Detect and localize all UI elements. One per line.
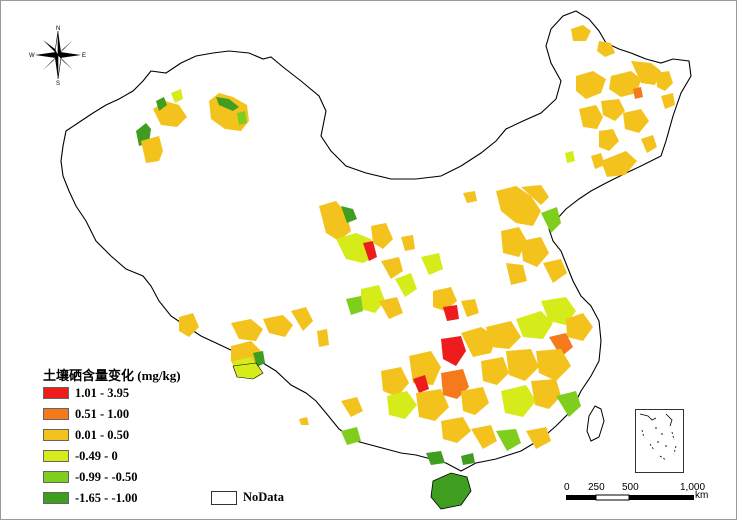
legend-nodata: NoData (211, 490, 284, 505)
scale-bar: 0 250 500 1,000 km (561, 482, 721, 512)
legend-item: 0.51 - 1.00 (43, 407, 129, 421)
scale-bar-graphic (566, 494, 694, 501)
legend-label: 0.01 - 0.50 (75, 427, 130, 442)
legend-label: 1.01 - 3.95 (75, 385, 130, 400)
region-south-central (299, 297, 593, 465)
region-xinjiang (136, 89, 249, 163)
inset-map-canvas (639, 413, 677, 461)
legend-swatch (43, 408, 69, 420)
north-arrow-compass: N S W E (29, 25, 87, 87)
region-northwest (319, 201, 479, 321)
legend-swatch (43, 492, 69, 504)
region-north-china (463, 185, 567, 285)
scale-tick-label: 0 (564, 482, 570, 493)
taiwan-outline (586, 405, 605, 442)
hainan-island (430, 472, 472, 510)
scale-tick-label: 250 (588, 482, 605, 493)
legend-label: 0.51 - 1.00 (75, 406, 130, 421)
region-northeast (565, 25, 675, 177)
legend-swatch (43, 450, 69, 462)
legend-title: 土壤硒含量变化 (mg/kg) (43, 368, 181, 383)
compass-rose-icon: N S W E (29, 26, 86, 87)
legend-swatch (43, 471, 69, 483)
legend-label: -0.99 - -0.50 (75, 469, 138, 484)
legend-item: -0.49 - 0 (43, 449, 118, 463)
south-china-sea-inset (635, 409, 684, 473)
legend-item: -1.65 - -1.00 (43, 491, 138, 505)
map-legend: 土壤硒含量变化 (mg/kg) 1.01 - 3.95 0.51 - 1.00 … (43, 365, 333, 505)
scale-tick-label: 500 (622, 482, 639, 493)
compass-s-label: S (56, 81, 60, 85)
legend-item: 1.01 - 3.95 (43, 386, 129, 400)
compass-e-label: E (82, 53, 86, 59)
legend-label: -1.65 - -1.00 (75, 490, 138, 505)
legend-swatch-nodata (211, 490, 237, 505)
compass-w-label: W (29, 53, 35, 59)
legend-label: -0.49 - 0 (75, 448, 118, 463)
legend-nodata-label: NoData (243, 490, 284, 504)
yunnan-patch (232, 362, 264, 380)
scale-tick-label: 1,000 (680, 482, 706, 493)
legend-item: -0.99 - -0.50 (43, 470, 138, 484)
scale-unit-label: km (695, 490, 709, 501)
compass-n-label: N (56, 26, 60, 32)
legend-item: 0.01 - 0.50 (43, 428, 129, 442)
legend-swatch (43, 387, 69, 399)
legend-swatch (43, 429, 69, 441)
